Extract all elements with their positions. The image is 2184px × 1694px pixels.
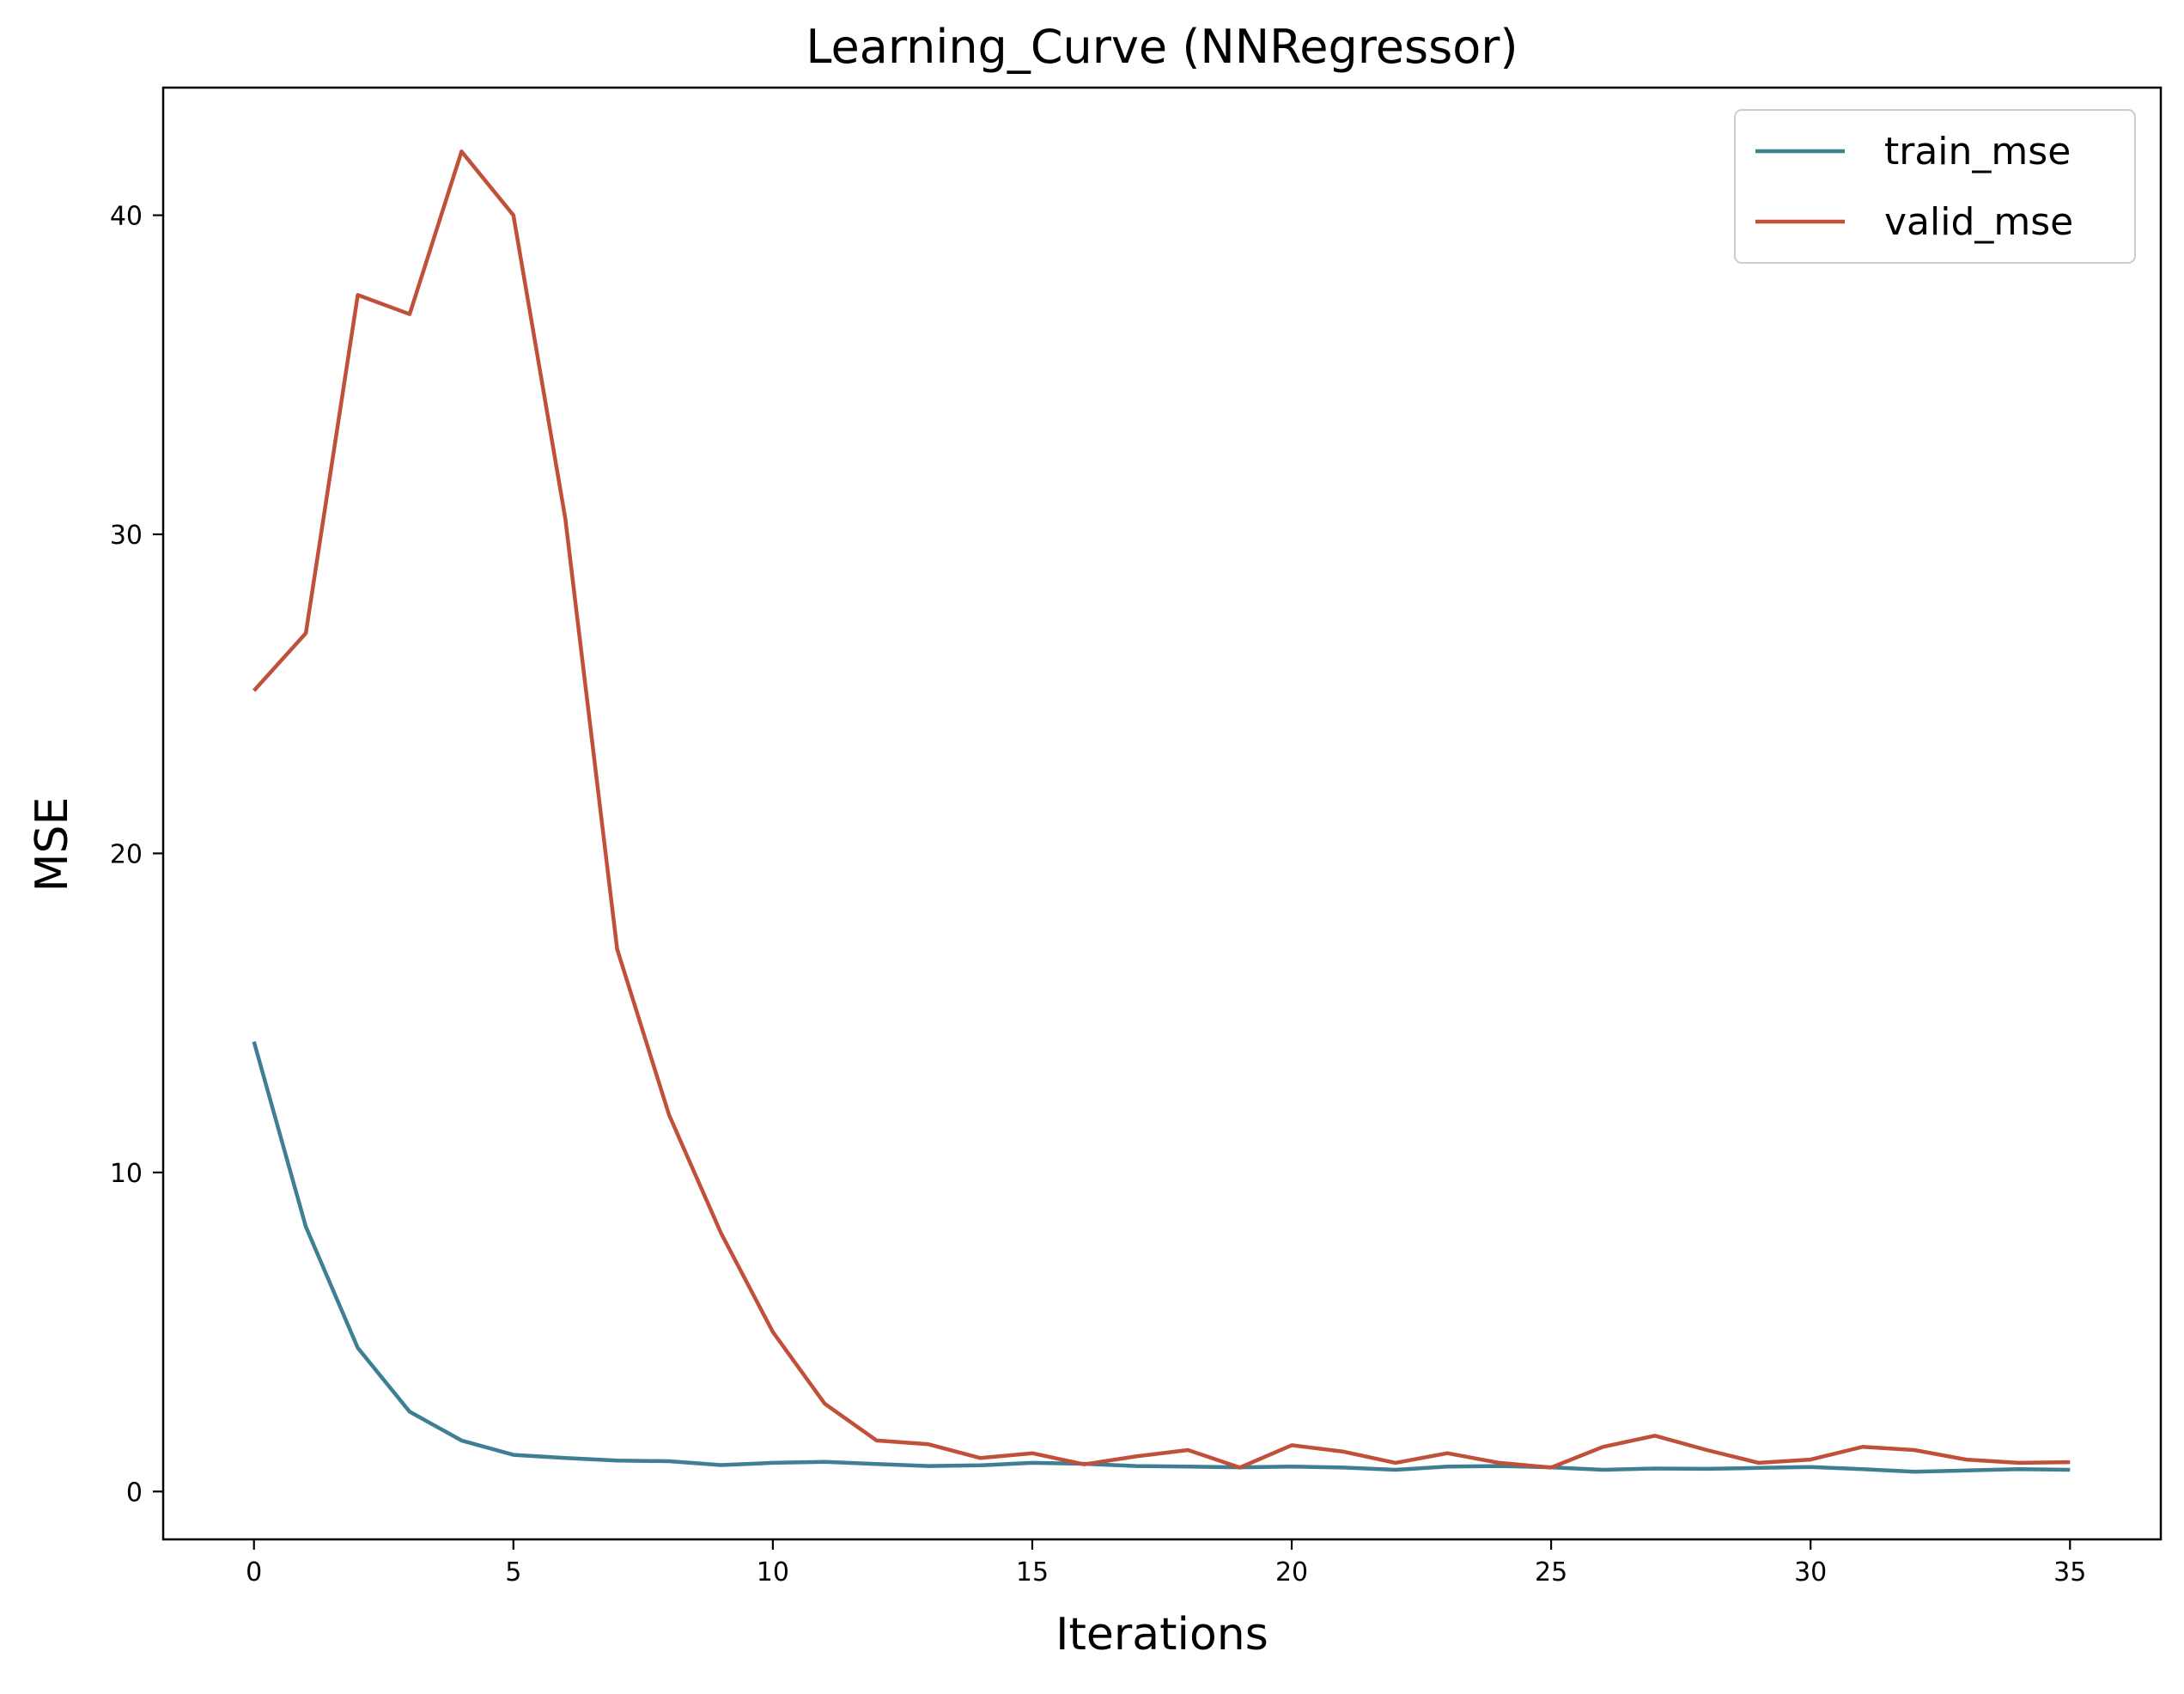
y-axis-label: MSE xyxy=(27,797,78,893)
y-tick-label: 20 xyxy=(110,839,143,869)
x-tick-label: 5 xyxy=(505,1557,521,1587)
x-tick-label: 10 xyxy=(757,1557,789,1587)
legend-label-valid-mse: valid_mse xyxy=(1884,200,2073,244)
plot-area: 0 5 10 15 20 25 30 35 0 10 20 30 40 xyxy=(110,86,2163,1587)
legend: train_mse valid_mse xyxy=(1734,109,2136,264)
legend-box xyxy=(1734,109,2136,264)
x-tick-label: 15 xyxy=(1016,1557,1049,1587)
chart-title: Learning_Curve (NNRegressor) xyxy=(806,20,1518,74)
legend-label-train-mse: train_mse xyxy=(1884,130,2071,174)
x-tick-label: 0 xyxy=(246,1557,262,1587)
x-tick-label: 25 xyxy=(1535,1557,1567,1587)
y-tick-label: 0 xyxy=(126,1478,143,1508)
y-tick-label: 30 xyxy=(110,521,143,551)
x-tick-label: 20 xyxy=(1275,1557,1308,1587)
y-tick-label: 10 xyxy=(110,1159,143,1189)
series-line-valid-mse xyxy=(252,149,2071,1470)
series-line-train-mse xyxy=(252,1040,2071,1474)
x-axis-label: Iterations xyxy=(1055,1609,1268,1660)
x-tick-label: 35 xyxy=(2053,1557,2086,1587)
axes-frame xyxy=(161,86,2163,1541)
y-tick-label: 40 xyxy=(110,202,143,232)
x-tick-label: 30 xyxy=(1794,1557,1827,1587)
